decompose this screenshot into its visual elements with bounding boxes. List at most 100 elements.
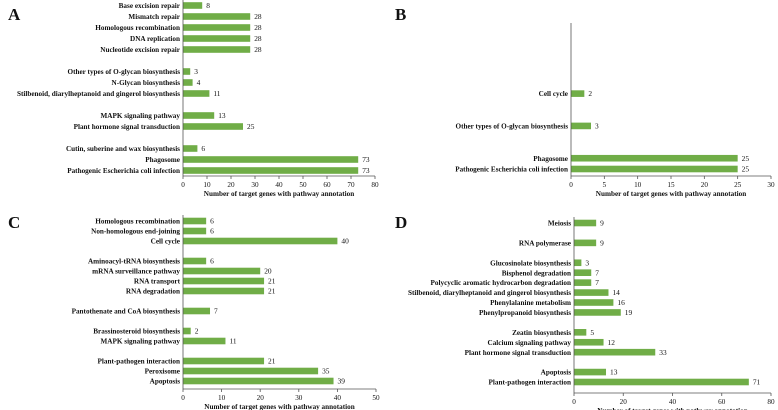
bar xyxy=(183,217,207,225)
category-label: DNA replication xyxy=(130,35,180,43)
category-label: Non-homologous end-joining xyxy=(91,228,180,236)
bar xyxy=(571,165,738,173)
bar xyxy=(571,154,738,162)
x-axis-title: Number of target genes with pathway anno… xyxy=(597,407,747,410)
x-tick-label: 30 xyxy=(767,181,775,189)
value-label: 28 xyxy=(254,23,262,32)
category-label: Pathogenic Escherichia coli infection xyxy=(67,167,180,175)
bar xyxy=(183,90,210,97)
bar xyxy=(183,307,211,315)
bar xyxy=(574,348,656,356)
bar xyxy=(183,327,191,335)
value-label: 7 xyxy=(595,278,599,287)
category-label: Phagosome xyxy=(533,155,568,163)
panel-d: D Meiosis 9 RNA polymerase 9 Glucosinolate bi… xyxy=(395,213,775,410)
x-tick-label: 40 xyxy=(275,181,283,189)
bar xyxy=(183,287,265,295)
category-label: Other types of O-glycan biosynthesis xyxy=(68,68,181,76)
bar xyxy=(574,289,609,296)
x-tick-label: 60 xyxy=(323,181,331,189)
category-label: Stilbenoid, diarylheptanoid and gingerol… xyxy=(17,90,180,98)
x-tick-label: 50 xyxy=(299,181,307,189)
x-tick-label: 10 xyxy=(634,181,642,189)
x-tick-label: 0 xyxy=(572,398,576,406)
value-label: 28 xyxy=(254,45,262,54)
category-label: Plant hormone signal transduction xyxy=(74,123,180,131)
x-tick-label: 10 xyxy=(203,181,211,189)
category-label: Plant-pathogen interaction xyxy=(489,379,571,387)
category-label: Peroxisome xyxy=(145,368,180,376)
bar xyxy=(183,227,207,235)
value-label: 14 xyxy=(612,288,620,297)
bar xyxy=(574,259,582,267)
bar xyxy=(574,269,592,276)
bar xyxy=(183,35,251,42)
category-label: Meiosis xyxy=(548,220,571,228)
value-label: 6 xyxy=(210,227,214,236)
x-tick-label: 20 xyxy=(227,181,235,189)
value-label: 2 xyxy=(195,327,199,336)
x-tick-label: 5 xyxy=(603,181,607,189)
category-label: Bisphenol degradation xyxy=(502,269,571,277)
x-tick-label: 30 xyxy=(295,394,303,402)
bar xyxy=(183,46,251,53)
value-label: 3 xyxy=(585,258,589,267)
bar xyxy=(183,112,215,119)
x-axis-title: Number of target genes with pathway anno… xyxy=(204,190,354,198)
category-label: Nucleotide excision repair xyxy=(100,46,181,54)
value-label: 9 xyxy=(600,219,604,228)
x-tick-label: 15 xyxy=(667,181,675,189)
x-tick-label: 20 xyxy=(620,398,628,406)
x-tick-label: 40 xyxy=(669,398,677,406)
bar xyxy=(183,79,193,86)
category-label: Cell cycle xyxy=(539,90,568,98)
category-label: Mismatch repair xyxy=(128,13,180,21)
category-label: Calcium signaling pathway xyxy=(488,339,572,347)
value-label: 21 xyxy=(268,277,276,286)
bar xyxy=(183,145,198,152)
value-label: 33 xyxy=(659,348,667,357)
panel-b: B Cell cycle 2 Other types of O-glycan bios… xyxy=(395,5,775,198)
bar xyxy=(183,24,251,31)
category-label: Base excision repair xyxy=(119,2,181,10)
value-label: 12 xyxy=(608,338,616,347)
value-label: 25 xyxy=(247,122,255,131)
category-label: Homologous recombination xyxy=(95,24,180,32)
bar xyxy=(183,13,251,20)
x-tick-label: 30 xyxy=(251,181,259,189)
category-label: Cutin, suberine and wax biosynthesis xyxy=(66,145,180,153)
value-label: 21 xyxy=(268,357,276,366)
bar xyxy=(183,277,265,285)
value-label: 28 xyxy=(254,12,262,21)
x-tick-label: 0 xyxy=(181,394,185,402)
value-label: 9 xyxy=(600,238,604,247)
bar xyxy=(574,219,597,227)
bar xyxy=(574,299,614,306)
value-label: 71 xyxy=(753,378,761,387)
value-label: 25 xyxy=(742,154,750,163)
value-label: 73 xyxy=(362,155,370,164)
x-tick-label: 20 xyxy=(701,181,709,189)
category-label: Plant hormone signal transduction xyxy=(465,349,571,357)
bar xyxy=(183,367,319,375)
bar xyxy=(183,68,191,75)
category-label: Cell cycle xyxy=(151,238,180,246)
bar xyxy=(574,338,604,346)
category-label: Pathogenic Escherichia coli infection xyxy=(455,166,568,174)
category-label: Other types of O-glycan biosynthesis xyxy=(456,123,569,131)
category-label: mRNA surveillance pathway xyxy=(92,268,180,276)
panel-letter: C xyxy=(8,213,20,232)
value-label: 20 xyxy=(264,267,272,276)
value-label: 40 xyxy=(341,237,349,246)
bar xyxy=(183,123,243,130)
category-label: Phenylalanine metabolism xyxy=(490,299,571,307)
category-label: N-Glycan biosynthesis xyxy=(112,79,181,87)
x-axis-title: Number of target genes with pathway anno… xyxy=(596,190,746,198)
category-label: RNA degradation xyxy=(126,288,180,296)
x-tick-label: 10 xyxy=(218,394,226,402)
category-label: RNA transport xyxy=(134,278,181,286)
x-tick-label: 25 xyxy=(734,181,742,189)
x-tick-label: 0 xyxy=(181,181,185,189)
category-label: Homologous recombination xyxy=(95,218,180,226)
x-tick-label: 70 xyxy=(347,181,355,189)
